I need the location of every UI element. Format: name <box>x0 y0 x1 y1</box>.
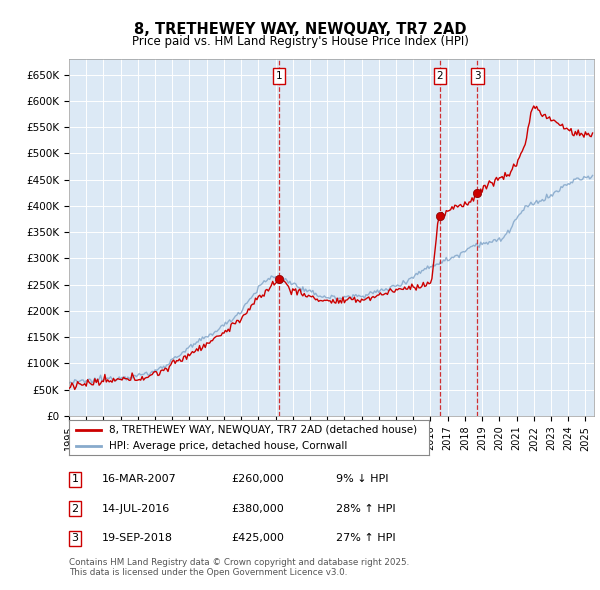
Text: 19-SEP-2018: 19-SEP-2018 <box>102 533 173 543</box>
Text: 16-MAR-2007: 16-MAR-2007 <box>102 474 177 484</box>
Text: £260,000: £260,000 <box>231 474 284 484</box>
Text: 3: 3 <box>474 71 481 81</box>
Text: 2: 2 <box>436 71 443 81</box>
Text: 14-JUL-2016: 14-JUL-2016 <box>102 504 170 513</box>
Text: Price paid vs. HM Land Registry's House Price Index (HPI): Price paid vs. HM Land Registry's House … <box>131 35 469 48</box>
Text: 9% ↓ HPI: 9% ↓ HPI <box>336 474 389 484</box>
Text: 27% ↑ HPI: 27% ↑ HPI <box>336 533 395 543</box>
Text: HPI: Average price, detached house, Cornwall: HPI: Average price, detached house, Corn… <box>109 441 347 451</box>
Text: 1: 1 <box>71 474 79 484</box>
Text: 28% ↑ HPI: 28% ↑ HPI <box>336 504 395 513</box>
Text: 3: 3 <box>71 533 79 543</box>
Text: £380,000: £380,000 <box>231 504 284 513</box>
Text: 8, TRETHEWEY WAY, NEWQUAY, TR7 2AD (detached house): 8, TRETHEWEY WAY, NEWQUAY, TR7 2AD (deta… <box>109 425 417 435</box>
Text: Contains HM Land Registry data © Crown copyright and database right 2025.
This d: Contains HM Land Registry data © Crown c… <box>69 558 409 577</box>
Text: 2: 2 <box>71 504 79 513</box>
Text: 1: 1 <box>276 71 283 81</box>
Text: £425,000: £425,000 <box>231 533 284 543</box>
Text: 8, TRETHEWEY WAY, NEWQUAY, TR7 2AD: 8, TRETHEWEY WAY, NEWQUAY, TR7 2AD <box>134 22 466 37</box>
